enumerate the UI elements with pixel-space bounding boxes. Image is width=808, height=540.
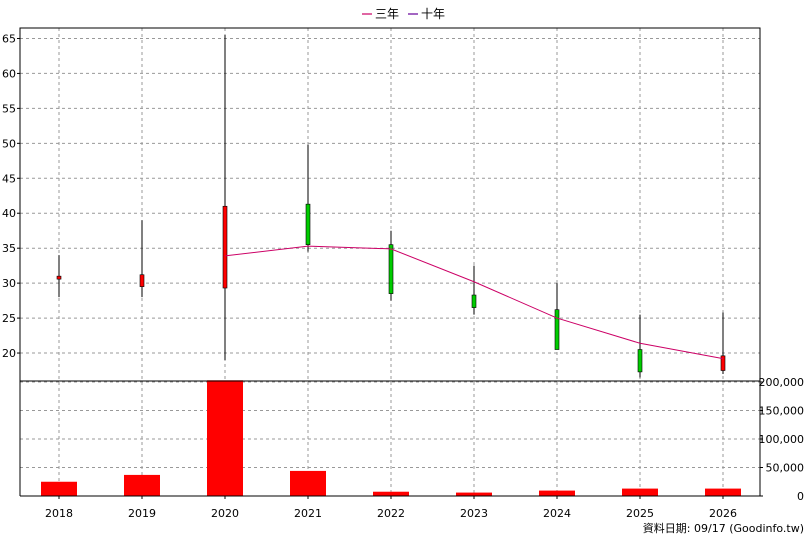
series-lines	[224, 245, 724, 360]
volume-bar	[456, 492, 492, 496]
x-tick-label: 2022	[377, 507, 405, 520]
x-tick-label: 2018	[45, 507, 73, 520]
volume-bar	[207, 380, 243, 496]
legend-label: 三年	[375, 7, 399, 21]
footer-note: 資料日期: 09/17 (Goodinfo.tw)	[643, 521, 804, 535]
x-tick-label: 2021	[294, 507, 322, 520]
volume-bar	[373, 491, 409, 496]
volume-tick-label: 50,000	[766, 462, 805, 475]
candles	[56, 34, 726, 378]
legend-label: 十年	[421, 7, 445, 21]
volume-bar	[290, 470, 326, 496]
volume-bar	[705, 488, 741, 496]
candle-body	[637, 349, 643, 373]
candle-body	[554, 309, 560, 350]
price-tick-label: 35	[2, 242, 16, 255]
volume-axis: 0 50,000 100,000 150,000 200,000	[759, 376, 805, 503]
price-tick-label: 50	[2, 137, 16, 150]
x-tick-label: 2026	[709, 507, 737, 520]
price-axis: 20 25 30 35 40 45 50 55 60 65	[2, 32, 20, 360]
price-tick-label: 20	[2, 347, 16, 360]
volume-tick-label: 100,000	[759, 433, 805, 446]
candle-body	[720, 355, 726, 371]
legend: 三年 十年	[362, 7, 445, 21]
candle-body	[471, 294, 477, 308]
volume-bar	[41, 481, 77, 496]
x-tick-label: 2024	[543, 507, 571, 520]
candle-body	[222, 205, 228, 289]
price-tick-label: 30	[2, 277, 16, 290]
volume-tick-label: 0	[797, 490, 804, 503]
x-tick-label: 2020	[211, 507, 239, 520]
price-tick-label: 40	[2, 207, 16, 220]
candle-body	[305, 203, 311, 245]
volume-bars	[41, 380, 741, 496]
price-panel-frame	[19, 27, 761, 382]
candle-body	[139, 274, 145, 287]
price-tick-label: 45	[2, 172, 16, 185]
x-axis: 2018 2019 2020 2021 2022 2023 2024 2025 2026	[45, 496, 737, 520]
price-tick-label: 25	[2, 312, 16, 325]
x-tick-label: 2023	[460, 507, 488, 520]
price-tick-label: 60	[2, 67, 16, 80]
volume-bar	[622, 488, 658, 496]
price-tick-label: 65	[2, 32, 16, 45]
x-tick-label: 2019	[128, 507, 156, 520]
candle-body	[56, 275, 62, 280]
volume-bar	[539, 490, 575, 496]
volume-tick-label: 200,000	[759, 376, 805, 389]
price-tick-label: 55	[2, 102, 16, 115]
candle-body	[388, 244, 394, 294]
volume-tick-label: 150,000	[759, 405, 805, 418]
volume-bar	[124, 474, 160, 496]
x-tick-label: 2025	[626, 507, 654, 520]
series-line	[224, 245, 724, 360]
